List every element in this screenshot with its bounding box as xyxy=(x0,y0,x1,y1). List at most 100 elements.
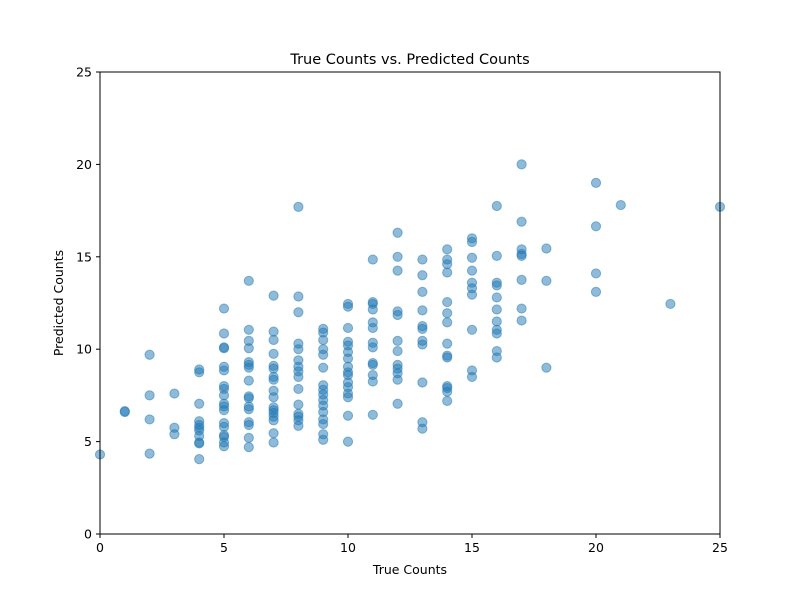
data-point xyxy=(318,362,329,373)
data-point xyxy=(442,352,453,363)
data-point xyxy=(516,216,527,227)
data-point xyxy=(342,322,354,334)
x-tick-label: 20 xyxy=(588,540,604,555)
data-point xyxy=(442,308,453,319)
data-point xyxy=(367,409,378,420)
data-point xyxy=(392,309,403,321)
data-point xyxy=(293,291,304,302)
data-point xyxy=(541,362,552,373)
data-point xyxy=(268,415,279,426)
data-point xyxy=(590,286,602,298)
data-point xyxy=(442,296,453,308)
data-point xyxy=(243,343,254,354)
data-point xyxy=(516,274,527,285)
data-point xyxy=(318,349,329,360)
data-point xyxy=(367,342,378,353)
data-point xyxy=(318,334,329,346)
data-point xyxy=(442,338,453,349)
y-tick-label: 0 xyxy=(84,527,92,542)
data-point xyxy=(442,267,453,278)
data-point xyxy=(516,315,527,326)
data-point xyxy=(516,303,527,314)
data-point xyxy=(144,414,155,425)
data-point xyxy=(466,289,478,300)
data-point xyxy=(367,322,378,334)
data-point xyxy=(466,236,478,248)
data-point xyxy=(392,335,403,346)
data-point xyxy=(243,404,254,415)
data-point xyxy=(491,328,502,339)
data-point xyxy=(367,304,378,315)
data-point xyxy=(466,324,478,335)
data-point xyxy=(665,298,676,310)
x-axis-ticks: 0 5 10 15 20 25 xyxy=(96,534,728,555)
data-point xyxy=(417,254,428,265)
data-point xyxy=(491,250,502,261)
data-point xyxy=(541,243,552,254)
data-point xyxy=(293,371,304,383)
x-tick-label: 0 xyxy=(96,540,104,555)
data-point xyxy=(417,423,428,434)
data-point xyxy=(392,265,403,276)
data-point xyxy=(442,395,453,407)
data-point xyxy=(293,399,304,410)
data-point xyxy=(293,344,304,355)
data-point xyxy=(218,405,230,416)
data-point xyxy=(293,383,304,395)
data-point xyxy=(516,250,527,261)
data-point xyxy=(293,201,304,213)
data-point xyxy=(466,371,478,383)
y-tick-label: 15 xyxy=(76,249,92,264)
y-tick-label: 25 xyxy=(76,65,92,80)
data-point xyxy=(268,334,279,346)
data-point xyxy=(194,454,205,465)
data-point xyxy=(243,375,254,386)
data-point xyxy=(392,227,403,238)
data-point xyxy=(218,303,230,314)
data-point xyxy=(590,221,602,232)
y-tick-label: 20 xyxy=(76,157,92,172)
data-point xyxy=(417,286,428,298)
data-point xyxy=(342,301,354,312)
data-point xyxy=(268,374,279,385)
data-point xyxy=(615,199,626,211)
data-point xyxy=(491,352,502,363)
data-point xyxy=(243,362,254,373)
data-point xyxy=(417,377,428,388)
data-point xyxy=(491,280,502,291)
data-point xyxy=(491,200,502,212)
data-point xyxy=(590,177,602,188)
plot-frame xyxy=(99,71,721,535)
data-point xyxy=(442,244,453,255)
y-axis-label: Predicted Counts xyxy=(51,250,66,356)
data-point xyxy=(392,398,403,409)
data-point xyxy=(144,448,155,459)
data-point xyxy=(442,386,453,397)
y-tick-label: 5 xyxy=(84,434,92,449)
data-point xyxy=(218,441,230,452)
data-point xyxy=(417,323,428,334)
data-point xyxy=(243,432,254,444)
data-point xyxy=(243,324,254,335)
data-point xyxy=(367,254,378,265)
data-point xyxy=(392,345,403,357)
x-axis-label: True Counts xyxy=(372,562,447,577)
data-point xyxy=(144,390,155,401)
data-point xyxy=(367,376,378,387)
data-point xyxy=(268,437,279,448)
data-point xyxy=(243,275,254,286)
data-point xyxy=(318,418,329,430)
data-point xyxy=(541,275,552,286)
x-tick-label: 15 xyxy=(464,540,480,555)
y-axis-ticks: 0 5 10 15 20 25 xyxy=(76,65,100,542)
data-point xyxy=(268,290,279,301)
data-point xyxy=(218,343,230,354)
data-point xyxy=(466,252,478,263)
data-point xyxy=(243,419,254,431)
data-point xyxy=(590,268,602,279)
y-tick-label: 10 xyxy=(76,342,92,357)
data-point xyxy=(119,406,130,417)
data-point xyxy=(318,434,329,445)
data-point xyxy=(144,349,155,360)
